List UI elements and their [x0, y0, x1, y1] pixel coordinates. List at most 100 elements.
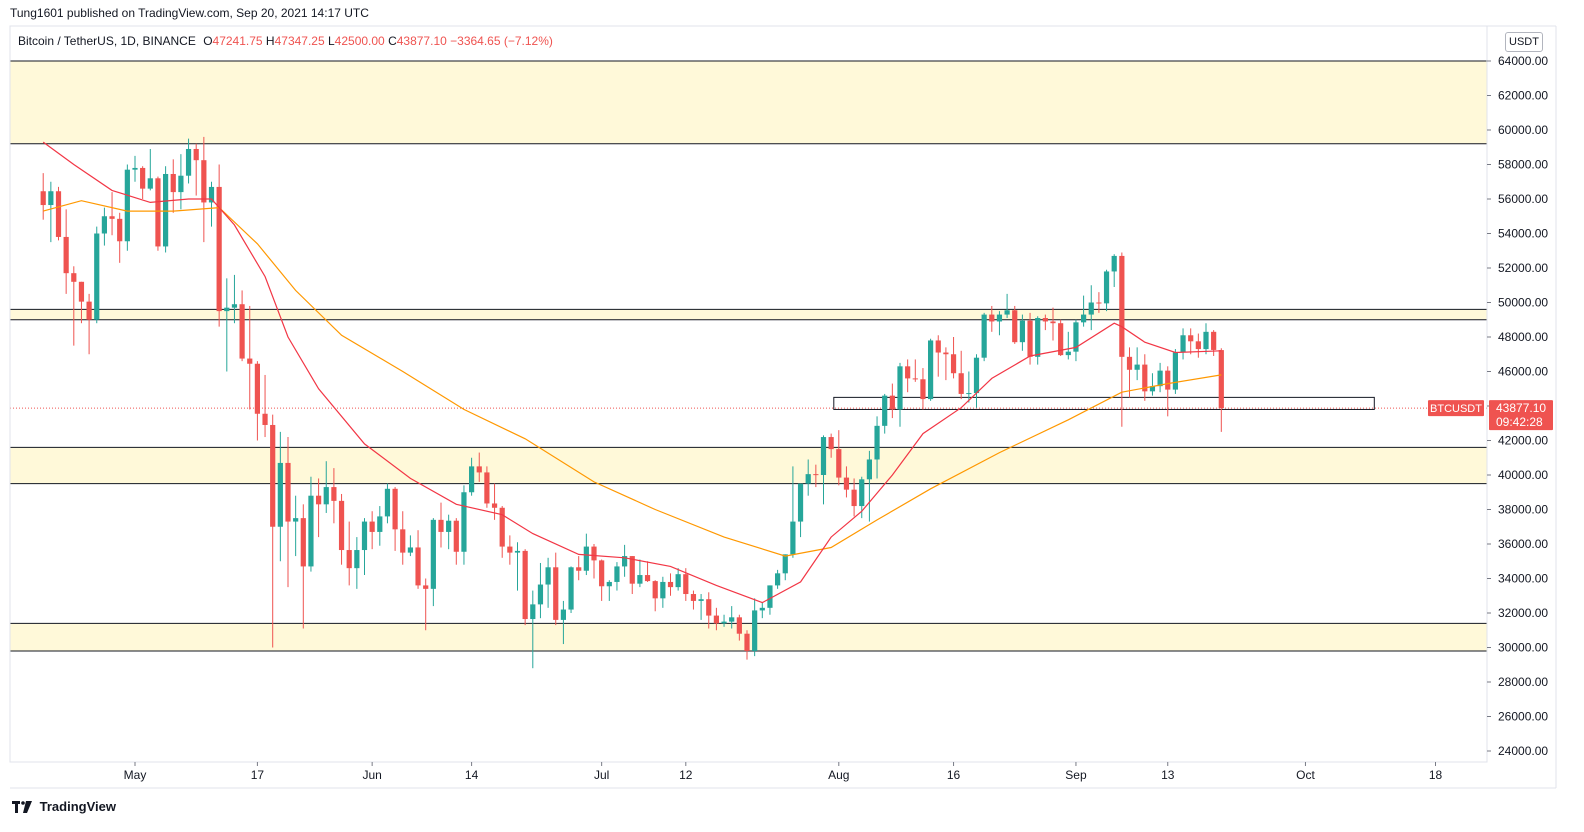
candle-body	[48, 191, 54, 206]
tradingview-logo-icon	[12, 800, 32, 813]
candle-2021-07-25	[782, 554, 788, 581]
candle-2021-08-23	[1004, 293, 1010, 319]
candle-2021-09-20	[1218, 348, 1224, 432]
candle-2021-08-16	[950, 337, 957, 379]
candle-body	[476, 466, 482, 473]
candle-2021-07-05	[629, 556, 635, 595]
candle-2021-07-09	[660, 576, 666, 608]
candle-2021-08-05	[866, 450, 872, 522]
candle-2021-07-07	[644, 561, 651, 582]
ohlc-value-o: 47241.75	[212, 34, 263, 48]
candle-body	[958, 373, 964, 394]
candle-2021-06-24	[545, 557, 551, 608]
candle-body	[943, 352, 949, 355]
candle-2021-08-08	[889, 383, 895, 419]
candle-2021-08-24	[1012, 305, 1018, 344]
candle-body	[675, 574, 681, 588]
price-change: −3364.65 (−7.12%)	[450, 34, 553, 48]
candle-2021-06-16	[484, 466, 490, 508]
candle-body	[1058, 323, 1064, 356]
candle-body	[912, 378, 918, 380]
candle-body	[384, 488, 391, 517]
x-tick-label: 12	[679, 768, 693, 782]
candle-body	[1134, 364, 1140, 370]
symbol-legend: Bitcoin / TetherUS, 1D, BINANCE O47241.7…	[18, 34, 559, 48]
candle-body	[813, 474, 819, 476]
candle-body	[254, 363, 260, 414]
candle-body	[805, 474, 811, 484]
candle-2021-06-09	[430, 518, 436, 607]
candle-body	[530, 604, 536, 620]
zone-1	[10, 309, 1487, 320]
candle-body	[469, 466, 475, 493]
candle-body	[729, 617, 735, 622]
candle-2021-08-29	[1050, 307, 1056, 341]
candle-2021-06-03	[384, 483, 391, 524]
candle-body	[752, 610, 758, 651]
candle-body	[438, 519, 444, 532]
candle-body	[690, 594, 697, 601]
candle-body	[935, 340, 941, 353]
candle-2021-06-26	[560, 600, 566, 645]
candle-2021-05-17	[254, 361, 260, 441]
candle-body	[147, 178, 153, 189]
candle-body	[1050, 321, 1056, 324]
candle-body	[163, 173, 169, 247]
candle-body	[285, 462, 291, 522]
candle-body	[430, 519, 436, 589]
candle-2021-05-03	[147, 148, 153, 191]
candle-2021-07-13	[690, 590, 697, 610]
candle-body	[1081, 314, 1087, 323]
candle-body	[1180, 335, 1186, 353]
candle-2021-04-27	[101, 207, 107, 246]
candle-2021-08-31	[1065, 331, 1071, 360]
candle-body	[851, 489, 857, 507]
candle-2021-07-18	[729, 606, 735, 629]
candle-body	[117, 218, 123, 242]
candle-body	[1211, 331, 1217, 350]
candle-2021-07-15	[706, 592, 712, 629]
candle-2021-06-29	[583, 533, 589, 576]
candle-2021-06-05	[400, 511, 406, 565]
candle-body	[859, 479, 865, 507]
candle-body	[308, 495, 314, 567]
candle-2021-08-02	[843, 466, 850, 498]
candle-body	[1172, 352, 1178, 390]
highlight-box	[833, 396, 1375, 410]
candle-body	[140, 167, 146, 189]
y-tick-label: 62000.00	[1498, 89, 1548, 103]
candle-2021-05-19	[270, 414, 276, 648]
candle-body	[836, 449, 842, 478]
candle-body	[392, 488, 398, 530]
candle-body	[124, 169, 130, 242]
candle-body	[1142, 364, 1148, 392]
candle-2021-08-28	[1042, 314, 1048, 331]
candle-2021-08-19	[973, 354, 980, 408]
candle-2021-07-31	[828, 433, 834, 458]
ohlc-value-c: 43877.10	[396, 34, 447, 48]
candle-body	[201, 160, 207, 203]
candle-2021-04-21	[55, 186, 62, 241]
y-tick-label: 26000.00	[1498, 710, 1548, 724]
candle-body	[874, 425, 880, 460]
candle-body	[599, 560, 605, 587]
candle-body	[537, 584, 544, 605]
x-tick-label: 14	[465, 768, 479, 782]
candle-2021-08-27	[1035, 316, 1041, 365]
candle-body	[1019, 320, 1025, 343]
candle-body	[614, 566, 620, 582]
currency-button[interactable]: USDT	[1505, 32, 1543, 52]
ohlc-values: O47241.75 H47347.25 L42500.00 C43877.10	[199, 34, 450, 48]
y-tick-label: 34000.00	[1498, 572, 1548, 586]
candle-body	[644, 575, 651, 582]
candle-2021-09-19	[1211, 330, 1217, 356]
candle-body	[767, 585, 773, 608]
tradingview-brand[interactable]: TradingView	[12, 798, 116, 814]
candle-body	[843, 477, 850, 490]
axes: 64000.00 62000.00 60000.00 58000.00 56000.00…	[9, 25, 1557, 789]
candle-body	[1203, 331, 1209, 350]
candle-body	[1027, 320, 1033, 357]
candle-2021-09-18	[1203, 323, 1209, 355]
candle-body	[231, 304, 238, 308]
